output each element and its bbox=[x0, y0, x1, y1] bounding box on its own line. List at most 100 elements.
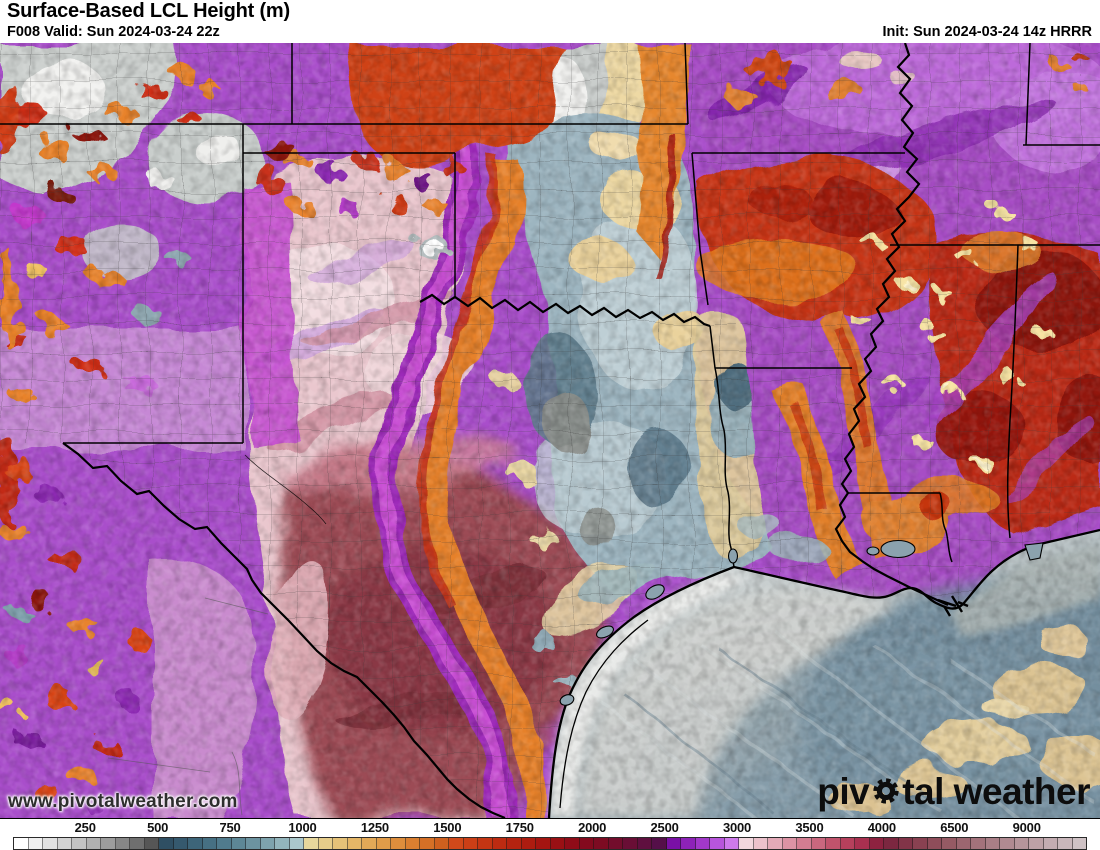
colorbar-cell bbox=[217, 838, 232, 849]
gear-icon bbox=[871, 775, 901, 812]
colorbar-cell bbox=[188, 838, 203, 849]
colorbar-cell bbox=[710, 838, 725, 849]
colorbar-cell bbox=[405, 838, 420, 849]
colorbar-cell bbox=[1029, 838, 1044, 849]
colorbar-cell bbox=[753, 838, 768, 849]
colorbar-cell bbox=[28, 838, 43, 849]
colorbar-cell bbox=[594, 838, 609, 849]
colorbar-cell bbox=[898, 838, 913, 849]
corpus-christi-bay bbox=[559, 694, 575, 706]
watermark-url: www.pivotalweather.com bbox=[8, 791, 238, 812]
colorbar-cell bbox=[811, 838, 826, 849]
colorbar-tick-label: 1500 bbox=[433, 820, 462, 835]
red-river bbox=[419, 293, 711, 328]
colorbar-cell bbox=[1014, 838, 1029, 849]
colorbar-cell bbox=[362, 838, 377, 849]
pecos-river bbox=[244, 454, 327, 525]
colorbar-cell bbox=[652, 838, 667, 849]
colorbar-cell bbox=[623, 838, 638, 849]
colorbar-cell bbox=[956, 838, 971, 849]
colorbar-tick-label: 4000 bbox=[867, 820, 896, 835]
colorbar-cell bbox=[289, 838, 304, 849]
mobile-bay bbox=[1024, 542, 1044, 561]
map-header: Surface-Based LCL Height (m) F008 Valid:… bbox=[0, 0, 1100, 43]
colorbar-tick-label: 1000 bbox=[288, 820, 317, 835]
colorbar-cell bbox=[608, 838, 623, 849]
pivotal-weather-logo: piv tal weather bbox=[817, 771, 1090, 812]
colorbar-cell bbox=[231, 838, 246, 849]
colorbar-cell bbox=[942, 838, 957, 849]
lakes-and-bays bbox=[559, 539, 1044, 706]
colorbar-cell bbox=[884, 838, 899, 849]
mexico-state-lines bbox=[107, 597, 269, 816]
colorbar-cell bbox=[913, 838, 928, 849]
colorbar-cell bbox=[579, 838, 594, 849]
colorbar-cell bbox=[318, 838, 333, 849]
colorbar-cell bbox=[202, 838, 217, 849]
colorbar-cell bbox=[492, 838, 507, 849]
model-init-label: Init: Sun 2024-03-24 14z HRRR bbox=[882, 24, 1092, 40]
colorbar-cell bbox=[57, 838, 72, 849]
colorbar-cell bbox=[115, 838, 130, 849]
colorbar-cell bbox=[681, 838, 696, 849]
logo-text-suffix: tal weather bbox=[902, 771, 1090, 812]
colorbar-cell bbox=[1058, 838, 1073, 849]
colorbar-tick-label: 1250 bbox=[360, 820, 389, 835]
colorbar-cell bbox=[927, 838, 942, 849]
colorbar-tick-label: 250 bbox=[74, 820, 96, 835]
weather-map-graphic bbox=[0, 43, 1100, 818]
colorbar-cell bbox=[521, 838, 536, 849]
colorbar-labels: 250 500 750 1000 1250 1500 1750 2000 2500 3000 350… bbox=[49, 820, 1063, 836]
colorbar-cell bbox=[173, 838, 188, 849]
rivers bbox=[62, 43, 949, 818]
colorbar-cell bbox=[797, 838, 812, 849]
colorbar-tick-label: 6500 bbox=[940, 820, 969, 835]
page-title: Surface-Based LCL Height (m) bbox=[7, 0, 290, 22]
colorbar-cell bbox=[159, 838, 174, 849]
colorbar-cell bbox=[666, 838, 681, 849]
colorbar-tick-label: 2500 bbox=[650, 820, 679, 835]
colorbar-cell bbox=[376, 838, 391, 849]
colorbar-cell bbox=[536, 838, 551, 849]
colorbar-cell bbox=[478, 838, 493, 849]
logo-text-prefix: piv bbox=[817, 771, 870, 812]
colorbar-cell bbox=[275, 838, 290, 849]
matagorda-bay bbox=[596, 625, 614, 639]
colorbar-cell bbox=[260, 838, 275, 849]
colorbar-cell bbox=[434, 838, 449, 849]
colorbar-cell bbox=[768, 838, 783, 849]
colorbar-cell bbox=[971, 838, 986, 849]
colorbar-tick-label: 1750 bbox=[505, 820, 534, 835]
colorbar-tick-label: 9000 bbox=[1012, 820, 1041, 835]
colorbar-cell bbox=[637, 838, 652, 849]
colorbar-cell bbox=[101, 838, 116, 849]
colorbar-cell bbox=[855, 838, 870, 849]
colorbar-cell bbox=[1000, 838, 1015, 849]
colorbar-cell bbox=[985, 838, 1000, 849]
colorbar-tick-label: 750 bbox=[219, 820, 241, 835]
colorbar-tick-label: 3000 bbox=[722, 820, 752, 835]
colorbar-cell bbox=[333, 838, 348, 849]
colorbar-cell bbox=[695, 838, 710, 849]
colorbar-cell bbox=[1072, 838, 1086, 849]
colorbar-cell bbox=[347, 838, 362, 849]
colorbar-cell bbox=[724, 838, 739, 849]
colorbar-cell bbox=[463, 838, 478, 849]
colorbar-cell bbox=[304, 838, 319, 849]
colorbar-tick-label: 3500 bbox=[795, 820, 824, 835]
state-borders bbox=[0, 43, 1100, 568]
colorbar-cell bbox=[507, 838, 522, 849]
colorbar-cell bbox=[130, 838, 145, 849]
colorbar-cell bbox=[565, 838, 580, 849]
galveston-bay bbox=[645, 584, 665, 600]
colorbar-cell bbox=[420, 838, 435, 849]
lake-pontchartrain bbox=[880, 539, 916, 559]
colorbar-tick-label: 500 bbox=[147, 820, 169, 835]
colorbar: 250 500 750 1000 1250 1500 1750 2000 2500 3000 350… bbox=[0, 818, 1100, 850]
colorbar-cell bbox=[86, 838, 101, 849]
colorbar-cell bbox=[144, 838, 159, 849]
colorbar-cell bbox=[14, 838, 29, 849]
colorbar-tick-label: 2000 bbox=[578, 820, 607, 835]
colorbar-cell bbox=[1043, 838, 1058, 849]
